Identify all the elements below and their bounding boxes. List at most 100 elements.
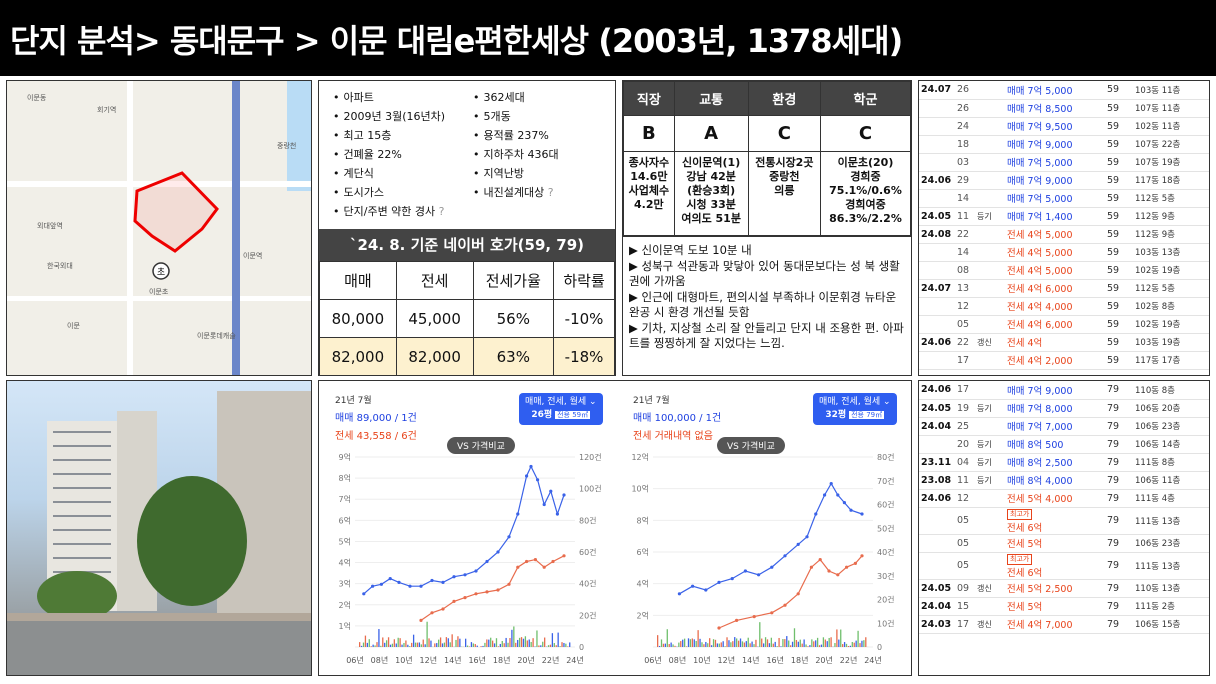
- transaction-row[interactable]: 24.08 22 전세 4억 5,000 59 112동 9층: [919, 225, 1209, 244]
- volume-bar: [362, 642, 365, 647]
- volume-bar: [540, 645, 542, 647]
- help-icon[interactable]: ?: [438, 205, 445, 218]
- transaction-row[interactable]: 08 전세 4억 5,000 59 102동 19층: [919, 261, 1209, 280]
- jeonse-series-line-point: [419, 618, 423, 622]
- tx-area: 59: [1105, 189, 1133, 208]
- transaction-row[interactable]: 24.05 19 등기 매매 7억 8,000 79 106동 20층: [919, 399, 1209, 418]
- volume-bar: [563, 642, 565, 647]
- sale-series-line-point: [730, 577, 734, 581]
- compare-button[interactable]: VS 가격비교: [447, 437, 515, 454]
- transaction-row[interactable]: 23.11 04 등기 매매 8억 2,500 79 111동 8층: [919, 453, 1209, 472]
- transaction-row[interactable]: 24.06 22 갱신 전세 4억 59 103동 19층: [919, 333, 1209, 352]
- type-filter-button[interactable]: 매매, 전세, 월세 ⌄ 32평 전용 79㎡: [813, 393, 897, 425]
- tx-tag: 등기: [975, 453, 1005, 472]
- transaction-row[interactable]: 24.06 29 매매 7억 9,000 59 117동 18층: [919, 171, 1209, 190]
- transaction-row[interactable]: 05 최고가 전세 6억 79 111동 13층: [919, 552, 1209, 580]
- compare-button[interactable]: VS 가격비교: [717, 437, 785, 454]
- sale-series-line-point: [805, 535, 809, 539]
- volume-bar: [803, 639, 805, 647]
- volume-bar: [836, 629, 838, 647]
- volume-bar: [520, 637, 523, 647]
- transaction-row[interactable]: 24.07 13 전세 4억 6,000 59 112동 5층: [919, 279, 1209, 298]
- sale-series-line-point: [562, 493, 566, 497]
- chart-month: 21년 7월: [335, 396, 372, 406]
- sale-series-line-point: [474, 569, 478, 573]
- note-item: ▶ 기차, 지상철 소리 잘 안들리고 단지 내 조용한 편. 아파트를 찡찡하…: [629, 321, 904, 350]
- map[interactable]: 초 이문동 회기역 이문초 외대앞역 중랑천 이문 이문롯데캐슬 이문역 한국외…: [6, 80, 312, 376]
- volume-bar: [799, 639, 801, 647]
- complex-boundary: 초: [133, 171, 219, 280]
- transaction-row[interactable]: 24.06 17 매매 7억 9,000 79 110동 8층: [919, 381, 1209, 400]
- volume-bar: [722, 641, 724, 647]
- volume-bar: [815, 640, 817, 647]
- transaction-row[interactable]: 24.06 12 전세 5억 4,000 79 111동 4층: [919, 489, 1209, 508]
- score-grade: C: [747, 115, 822, 152]
- tx-area: 59: [1105, 351, 1133, 370]
- transaction-row[interactable]: 05 전세 4억 6,000 59 102동 19층: [919, 315, 1209, 334]
- tx-month: [919, 351, 955, 370]
- tx-area: 59: [1105, 243, 1133, 262]
- chart-month: 21년 7월: [633, 396, 670, 406]
- transaction-row[interactable]: 24.05 09 갱신 전세 5억 2,500 79 110동 13층: [919, 579, 1209, 598]
- tx-month: [919, 507, 955, 535]
- info-item: • 건폐율 22%: [333, 148, 402, 161]
- tx-tag: [975, 351, 1005, 370]
- volume-bar: [838, 639, 840, 647]
- volume-bar: [763, 643, 765, 647]
- x-tick: 06년: [644, 655, 662, 665]
- transaction-row[interactable]: 05 최고가 전세 6억 79 111동 13층: [919, 507, 1209, 535]
- volume-bar: [741, 641, 744, 647]
- svg-text:초: 초: [157, 267, 165, 278]
- volume-bar: [380, 645, 382, 647]
- transaction-row[interactable]: 18 매매 7억 9,000 59 107동 22층: [919, 135, 1209, 154]
- volume-bar: [387, 637, 390, 647]
- transaction-row[interactable]: 24.03 17 갱신 전세 4억 7,000 79 106동 15층: [919, 615, 1209, 634]
- transaction-row[interactable]: 24 매매 7억 9,500 59 102동 11층: [919, 117, 1209, 136]
- transaction-row[interactable]: 20 등기 매매 8억 500 79 106동 14층: [919, 435, 1209, 454]
- x-tick: 22년: [542, 655, 560, 665]
- tx-day: 17: [955, 615, 975, 634]
- tx-day: 09: [955, 579, 975, 598]
- transaction-row[interactable]: 24.04 15 전세 5억 79 111동 2층: [919, 597, 1209, 616]
- transaction-row[interactable]: 17 전세 4억 2,000 59 117동 17층: [919, 351, 1209, 370]
- transaction-row[interactable]: 14 전세 4억 5,000 59 103동 13층: [919, 243, 1209, 262]
- y-tick-right: 80건: [877, 452, 895, 462]
- chart-79: 21년 7월 매매 100,000 / 1건 전세 거래내역 없음 매매, 전세…: [617, 381, 911, 675]
- volume-bar: [538, 645, 540, 647]
- transaction-row[interactable]: 24.07 26 매매 7억 5,000 59 103동 11층: [919, 81, 1209, 100]
- transaction-row[interactable]: 24.04 25 매매 7억 7,000 79 106동 23층: [919, 417, 1209, 436]
- transaction-row[interactable]: 05 전세 5억 79 106동 23층: [919, 534, 1209, 553]
- volume-bar: [412, 634, 415, 647]
- tx-price: 매매 7억 1,400: [1005, 207, 1105, 226]
- transaction-row[interactable]: 26 매매 7억 8,500 59 107동 11층: [919, 99, 1209, 118]
- tx-area: 59: [1105, 225, 1133, 244]
- jeonse-series-line-point: [463, 596, 467, 600]
- tx-tag: [975, 135, 1005, 154]
- jeonse-series-line-point: [809, 565, 813, 569]
- help-icon[interactable]: ?: [547, 186, 554, 199]
- sale-series-line-point: [743, 569, 747, 573]
- type-filter-button[interactable]: 매매, 전세, 월세 ⌄ 26평 전용 59㎡: [519, 393, 603, 425]
- volume-bar: [849, 645, 852, 647]
- tx-area: 79: [1105, 453, 1133, 472]
- transaction-row[interactable]: 12 전세 4억 4,000 59 102동 8층: [919, 297, 1209, 316]
- tx-month: 24.07: [919, 81, 955, 100]
- jeonse-series-line-point: [836, 573, 840, 577]
- tx-price: 전세 4억 5,000: [1005, 261, 1105, 280]
- y-tick-left: 5억: [339, 536, 351, 546]
- tx-month: [919, 261, 955, 280]
- volume-bar: [428, 638, 430, 647]
- sale-series-line-point: [814, 512, 818, 516]
- volume-bar: [683, 638, 686, 647]
- transaction-row[interactable]: 24.05 11 등기 매매 7억 1,400 59 112동 9층: [919, 207, 1209, 226]
- volume-bar: [737, 640, 740, 647]
- volume-bar: [559, 646, 561, 647]
- jeonse-series-line-point: [853, 561, 857, 565]
- sale-series-line-point: [536, 478, 540, 482]
- tx-unit: 107동 22층: [1133, 135, 1209, 154]
- volume-bar: [561, 642, 563, 647]
- transaction-row[interactable]: 14 매매 7억 5,000 59 112동 5층: [919, 189, 1209, 208]
- jeonse-series-line-point: [770, 611, 774, 615]
- transaction-row[interactable]: 03 매매 7억 5,000 59 107동 19층: [919, 153, 1209, 172]
- transaction-row[interactable]: 23.08 11 등기 매매 8억 4,000 79 106동 11층: [919, 471, 1209, 490]
